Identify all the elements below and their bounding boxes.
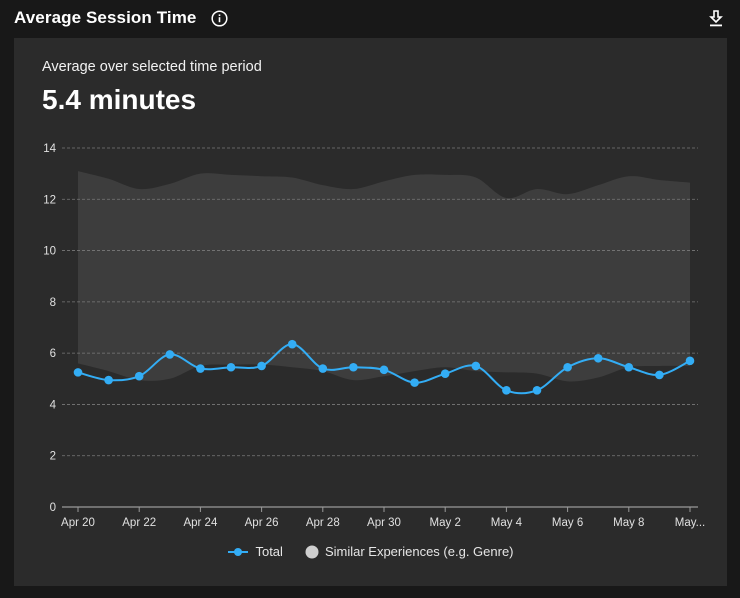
x-tick-label: May 8 [613,517,644,529]
y-tick-label: 6 [50,348,56,360]
circle-marker-icon [305,545,319,558]
card-header: Average Session Time [0,0,740,38]
line-marker-icon [228,547,249,556]
data-point[interactable] [73,368,83,377]
legend-label-total: Total [255,544,283,559]
data-point[interactable] [318,364,328,373]
x-tick-label: May 6 [552,517,583,529]
x-tick-label: Apr 24 [183,517,217,529]
data-point[interactable] [379,365,389,375]
y-tick-label: 0 [50,502,56,514]
data-point[interactable] [349,362,358,372]
data-point[interactable] [655,370,664,380]
chart-panel: Average over selected time period 5.4 mi… [14,38,727,586]
y-tick-label: 10 [43,246,56,258]
summary-value: 5.4 minutes [42,84,197,115]
legend-item-similar[interactable]: Similar Experiences (e.g. Genre) [305,544,514,559]
data-point[interactable] [134,371,144,381]
data-point[interactable] [287,339,297,349]
chart-legend: Total Similar Experiences (e.g. Genre) [14,544,727,559]
data-point[interactable] [410,378,419,387]
x-tick-label: Apr 20 [61,517,95,529]
data-point[interactable] [196,364,205,373]
download-icon[interactable] [708,10,724,27]
info-circle-icon[interactable] [211,10,228,27]
summary-caption: Average over selected time period [42,59,262,75]
x-tick-label: Apr 28 [306,517,340,529]
x-tick-label: Apr 26 [245,517,279,529]
card-title: Average Session Time [14,8,197,27]
x-tick-label: May 2 [430,517,461,529]
data-point[interactable] [593,353,603,363]
x-tick-label: Apr 30 [367,517,401,529]
x-tick-label: Apr 22 [122,517,156,529]
data-point[interactable] [532,386,542,395]
data-point[interactable] [226,362,236,372]
y-tick-label: 2 [50,451,56,463]
x-tick-label: May 4 [491,517,523,529]
y-tick-label: 12 [43,194,56,206]
similar-experiences-band [78,171,690,382]
data-point[interactable] [165,350,175,359]
data-point[interactable] [257,361,266,371]
data-point[interactable] [104,375,113,385]
line-chart: 0 2 4 6 8 10 12 14 Apr 20 Apr 22 Apr 24 Apr 26 Apr 2… [43,143,705,529]
data-point[interactable] [440,369,450,378]
legend-item-total[interactable]: Total [227,544,283,559]
x-tick-label: May... [675,517,705,529]
data-point[interactable] [563,362,572,372]
data-point[interactable] [502,386,511,395]
data-point[interactable] [685,356,695,366]
y-tick-label: 14 [43,143,56,155]
legend-label-similar: Similar Experiences (e.g. Genre) [324,544,514,559]
data-point[interactable] [624,362,634,372]
y-tick-label: 4 [50,399,57,411]
y-tick-label: 8 [50,297,56,309]
data-point[interactable] [471,361,481,371]
